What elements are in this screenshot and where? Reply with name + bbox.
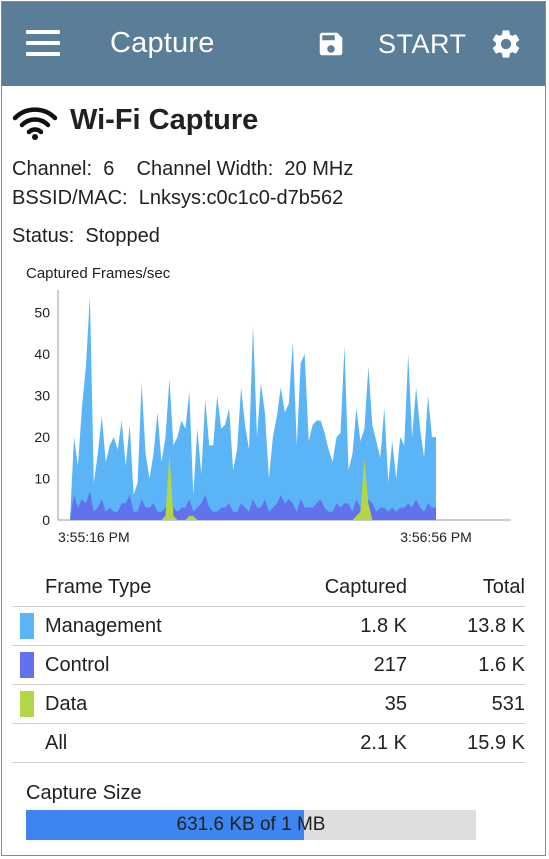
row-type: Management xyxy=(45,606,257,646)
row-type: Data xyxy=(45,684,257,724)
header-total: Total xyxy=(407,568,525,607)
table-row: Control 217 1.6 K xyxy=(12,645,525,685)
y-tick-label: 10 xyxy=(34,471,50,487)
row-captured: 2.1 K xyxy=(257,723,407,763)
bssid-value: Lnksys:c0c1c0-d7b562 xyxy=(138,187,344,209)
header-frame-type: Frame Type xyxy=(45,568,257,607)
y-tick-label: 50 xyxy=(34,305,50,321)
series-area-control xyxy=(66,491,436,520)
row-captured: 217 xyxy=(257,645,407,685)
y-tick-label: 20 xyxy=(34,429,50,445)
x-tick-label: 3:55:16 PM xyxy=(58,529,130,545)
page-title: Wi-Fi Capture xyxy=(70,104,259,136)
channel-width-value: 20 MHz xyxy=(284,158,354,180)
channel-label: Channel: xyxy=(12,158,93,180)
row-total: 531 xyxy=(407,684,525,724)
y-tick-label: 0 xyxy=(42,512,50,528)
row-type: All xyxy=(45,723,257,763)
app-title: Capture xyxy=(110,27,215,59)
gear-icon[interactable] xyxy=(489,27,523,61)
menu-icon[interactable] xyxy=(26,30,60,56)
wifi-icon xyxy=(12,107,58,140)
channel-row: Channel: 6 Channel Width: 20 MHz xyxy=(12,158,353,181)
status-value: Stopped xyxy=(85,225,160,247)
chart-title: Captured Frames/sec xyxy=(26,265,171,282)
row-total: 13.8 K xyxy=(407,606,525,646)
table-row: Management 1.8 K 13.8 K xyxy=(12,606,525,646)
header-captured: Captured xyxy=(257,568,407,607)
app-bar: Capture START xyxy=(2,2,545,86)
series-area-management xyxy=(66,296,436,520)
capture-size-label: Capture Size xyxy=(26,782,142,804)
bssid-label: BSSID/MAC: xyxy=(12,187,128,209)
x-tick-label: 3:56:56 PM xyxy=(400,529,472,545)
y-tick-label: 30 xyxy=(34,388,50,404)
row-type: Control xyxy=(45,645,257,685)
frames-chart: 0 10 20 30 40 50 3:55:16 PM 3:56:56 PM xyxy=(34,290,511,545)
capture-size-bar: 631.6 KB of 1 MB xyxy=(26,810,476,840)
status-row: Status: Stopped xyxy=(12,225,160,248)
channel-value: 6 xyxy=(103,158,115,180)
start-button[interactable]: START xyxy=(378,29,467,59)
capture-size-fill xyxy=(26,810,304,840)
management-swatch xyxy=(20,613,34,639)
status-label: Status: xyxy=(12,225,75,247)
row-captured: 35 xyxy=(257,684,407,724)
row-total: 15.9 K xyxy=(407,723,525,763)
row-total: 1.6 K xyxy=(407,645,525,685)
table-header-row: Frame Type Captured Total xyxy=(12,568,525,607)
table-row-all: All 2.1 K 15.9 K xyxy=(12,723,525,763)
frame-type-table: Frame Type Captured Total Management 1.8… xyxy=(12,568,525,763)
control-swatch xyxy=(20,652,34,678)
data-swatch xyxy=(20,691,34,717)
save-icon[interactable] xyxy=(316,29,346,59)
table-row: Data 35 531 xyxy=(12,684,525,724)
y-tick-label: 40 xyxy=(34,346,50,362)
bssid-row: BSSID/MAC: Lnksys:c0c1c0-d7b562 xyxy=(12,187,343,210)
channel-width-label: Channel Width: xyxy=(136,158,274,180)
row-captured: 1.8 K xyxy=(257,606,407,646)
capture-size-text: 631.6 KB of 1 MB xyxy=(176,814,326,835)
